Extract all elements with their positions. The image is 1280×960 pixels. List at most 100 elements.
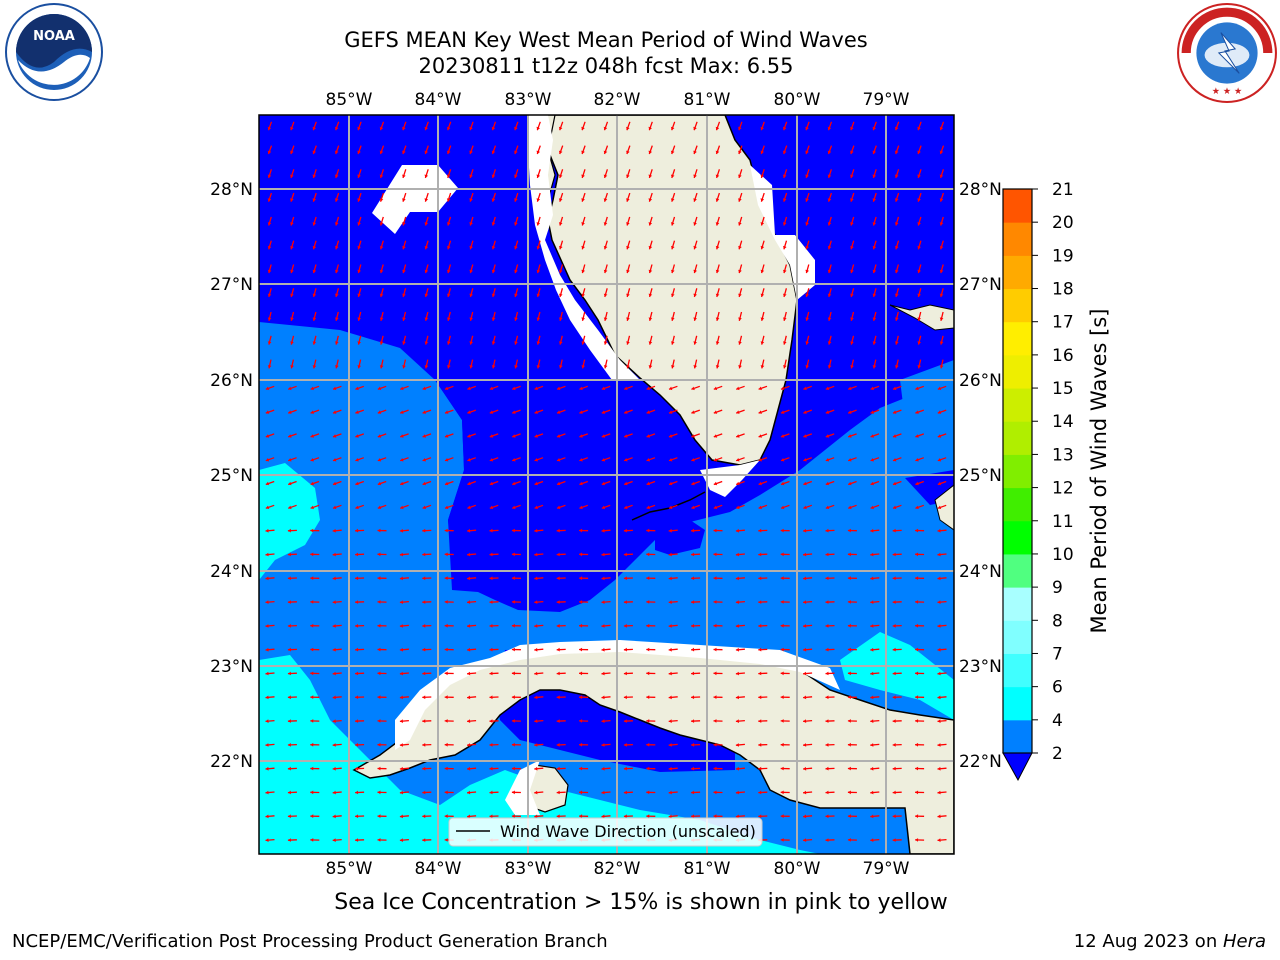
colorbar-tick-label: 6 (1052, 678, 1063, 698)
arrow-head-icon (937, 576, 941, 581)
arrow-head-icon (514, 126, 518, 131)
arrow-head-icon (489, 671, 493, 676)
arrow-head-icon (335, 365, 339, 369)
arrow-head-icon (534, 576, 538, 581)
arrow-head-icon (377, 528, 381, 533)
arrow-head-icon (670, 150, 675, 154)
footer-date-text: 12 Aug 2023 on (1073, 931, 1223, 952)
arrow-head-icon (355, 624, 359, 628)
arrow-head-icon (670, 222, 675, 226)
arrow-head-icon (782, 174, 787, 178)
arrow-head-icon (872, 245, 877, 250)
arrow-head-icon (267, 198, 272, 202)
arrow-head-icon (758, 458, 762, 462)
arrow-head-icon (447, 341, 451, 345)
arrow-head-icon (915, 528, 919, 533)
arrow-head-icon (760, 174, 765, 178)
arrow-head-icon (624, 458, 628, 462)
arrow-head-icon (827, 222, 832, 226)
arrow-head-icon (735, 647, 739, 652)
arrow-head-icon (446, 222, 451, 226)
arrow-head-icon (693, 174, 697, 178)
arrow-head-icon (446, 150, 451, 154)
arrow-head-icon (579, 647, 583, 652)
arrow-head-icon (290, 317, 294, 321)
arrow-head-icon (713, 647, 717, 652)
arrow-head-icon (805, 126, 809, 131)
arrow-head-icon (668, 814, 672, 819)
arrow-head-icon (669, 410, 673, 414)
colorbar-cell (1003, 354, 1032, 389)
arrow-head-icon (872, 174, 877, 178)
arrow-head-icon (557, 458, 561, 462)
colorbar-tick-label: 10 (1052, 545, 1074, 565)
arrow-head-icon (377, 623, 381, 628)
arrow-head-icon (870, 576, 874, 581)
arrow-head-icon (892, 719, 896, 723)
arrow-head-icon (511, 695, 515, 699)
arrow-head-icon (917, 365, 922, 369)
arrow-head-icon (626, 365, 630, 369)
arrow-head-icon (872, 126, 876, 131)
arrow-head-icon (783, 245, 787, 250)
arrow-head-icon (758, 719, 762, 723)
arrow-head-icon (579, 576, 583, 580)
arrow-head-icon (579, 386, 583, 391)
arrow-head-icon (556, 552, 560, 557)
arrow-head-icon (825, 528, 829, 533)
arrow-head-icon (894, 222, 899, 226)
arrow-head-icon (623, 790, 627, 795)
arrow-head-icon (581, 150, 585, 154)
arrow-head-icon (511, 600, 515, 604)
arrow-head-icon (511, 528, 515, 533)
arrow-head-icon (917, 317, 921, 321)
arrow-head-icon (892, 624, 896, 628)
arrow-head-icon (825, 790, 829, 795)
arrow-head-icon (534, 481, 538, 486)
lon-label: 84°W (415, 90, 462, 110)
arrow-head-icon (355, 386, 359, 391)
arrow-head-icon (668, 600, 672, 604)
arrow-head-icon (335, 317, 339, 321)
arrow-head-icon (713, 742, 717, 747)
arrow-head-icon (579, 505, 583, 510)
arrow-head-icon (399, 743, 403, 747)
arrow-head-icon (624, 386, 628, 391)
arrow-head-icon (626, 222, 630, 226)
arrow-head-icon (581, 293, 585, 297)
arrow-head-icon (693, 341, 697, 345)
arrow-head-icon (265, 743, 269, 747)
arrow-head-icon (512, 458, 516, 462)
arrow-head-icon (668, 743, 672, 747)
arrow-head-icon (444, 576, 448, 580)
arrow-head-icon (736, 505, 740, 510)
arrow-head-icon (514, 341, 518, 345)
arrow-head-icon (379, 341, 384, 345)
chart-title: GEFS MEAN Key West Mean Period of Wind W… (344, 28, 868, 52)
arrow-head-icon (646, 600, 650, 604)
arrow-head-icon (870, 790, 874, 795)
arrow-head-icon (377, 552, 381, 557)
arrow-head-icon (536, 365, 541, 369)
lon-label: 80°W (774, 90, 821, 110)
arrow-head-icon (939, 293, 944, 297)
arrow-head-icon (713, 671, 717, 676)
arrow-head-icon (850, 365, 854, 369)
arrow-head-icon (422, 766, 426, 771)
arrow-head-icon (603, 293, 608, 297)
noaa-logo-text: NOAA (33, 29, 75, 44)
lon-label: 81°W (684, 859, 731, 879)
arrow-head-icon (803, 552, 807, 557)
arrow-head-icon (402, 317, 406, 321)
arrow-head-icon (333, 434, 337, 438)
arrow-head-icon (735, 600, 739, 604)
arrow-head-icon (581, 222, 585, 226)
colorbar-tick-label: 13 (1052, 445, 1074, 465)
arrow-head-icon (491, 222, 496, 226)
arrow-head-icon (937, 624, 941, 628)
arrow-head-icon (558, 222, 563, 226)
arrow-head-icon (915, 600, 919, 604)
arrow-head-icon (400, 410, 404, 414)
arrow-head-icon (760, 365, 765, 369)
arrow-head-icon (265, 552, 269, 557)
